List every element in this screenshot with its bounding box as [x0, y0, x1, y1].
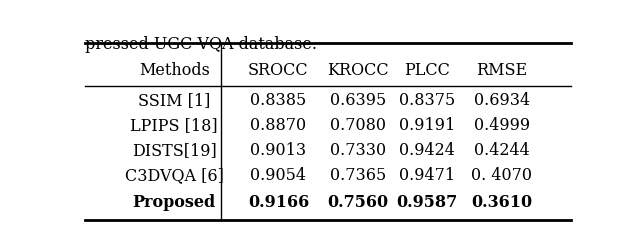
Text: 0.7560: 0.7560	[327, 195, 388, 211]
Text: pressed UGC VQA database.: pressed UGC VQA database.	[85, 36, 317, 53]
Text: 0.3610: 0.3610	[471, 195, 532, 211]
Text: DISTS[19]: DISTS[19]	[132, 142, 216, 159]
Text: 0.4244: 0.4244	[474, 142, 529, 159]
Text: 0.6395: 0.6395	[330, 91, 386, 109]
Text: 0.7330: 0.7330	[330, 142, 386, 159]
Text: 0.6934: 0.6934	[474, 91, 530, 109]
Text: PLCC: PLCC	[404, 61, 450, 79]
Text: 0.9471: 0.9471	[399, 167, 455, 184]
Text: 0.9013: 0.9013	[250, 142, 307, 159]
Text: Methods: Methods	[139, 61, 210, 79]
Text: 0.7080: 0.7080	[330, 117, 386, 134]
Text: 0.8375: 0.8375	[399, 91, 455, 109]
Text: 0.9191: 0.9191	[399, 117, 455, 134]
Text: 0.8870: 0.8870	[250, 117, 307, 134]
Text: 0.9587: 0.9587	[397, 195, 458, 211]
Text: RMSE: RMSE	[476, 61, 527, 79]
Text: 0.9054: 0.9054	[250, 167, 307, 184]
Text: 0. 4070: 0. 4070	[471, 167, 532, 184]
Text: 0.8385: 0.8385	[250, 91, 307, 109]
Text: SROCC: SROCC	[248, 61, 308, 79]
Text: LPIPS [18]: LPIPS [18]	[131, 117, 218, 134]
Text: Proposed: Proposed	[132, 195, 216, 211]
Text: SSIM [1]: SSIM [1]	[138, 91, 211, 109]
Text: C3DVQA [6]: C3DVQA [6]	[125, 167, 223, 184]
Text: 0.9166: 0.9166	[248, 195, 309, 211]
Text: 0.7365: 0.7365	[330, 167, 386, 184]
Text: 0.4999: 0.4999	[474, 117, 530, 134]
Text: KROCC: KROCC	[327, 61, 388, 79]
Text: 0.9424: 0.9424	[399, 142, 455, 159]
